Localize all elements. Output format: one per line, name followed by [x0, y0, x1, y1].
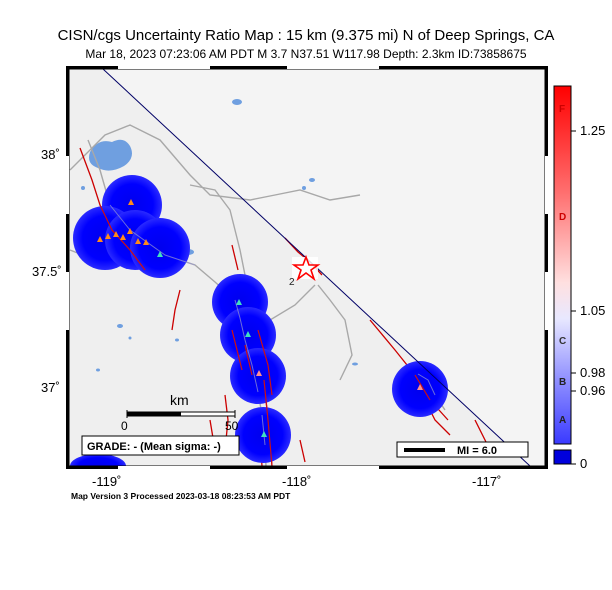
processing-info: Map Version 3 Processed 2023-03-18 08:23… — [71, 491, 291, 501]
colorbar-value: 1.05 — [580, 303, 606, 318]
colorbar-value: 0.98 — [580, 365, 606, 380]
uncertainty-blob — [70, 454, 126, 466]
map-frame — [66, 66, 548, 469]
lon-label: -118˚ — [282, 474, 312, 489]
station-triangle — [97, 236, 103, 242]
colorbar-value: 1.25 — [580, 123, 606, 138]
scale-unit: km — [170, 392, 189, 408]
scale-bar: km 0 50 — [121, 392, 239, 433]
station-triangle — [113, 231, 119, 237]
lat-label: 37˚ — [41, 380, 60, 395]
station-triangle — [128, 199, 134, 205]
station-triangle — [127, 228, 133, 234]
map-title: CISN/cgs Uncertainty Ratio Map : 15 km (… — [57, 27, 555, 44]
grade-letter-a: A — [559, 415, 567, 426]
epicenter-star — [291, 254, 321, 282]
lon-label: -117˚ — [472, 474, 502, 489]
colorbar-gradient — [553, 85, 572, 445]
colorbar-zero-swatch — [553, 449, 572, 465]
mi-legend-text: MI = 6.0 — [457, 445, 497, 457]
scale-tick-0: 0 — [121, 419, 128, 433]
colorbar-value: 0.96 — [580, 383, 606, 398]
station-triangle — [236, 299, 242, 305]
grade-letter-f: F — [559, 104, 566, 115]
grade-box: GRADE: - (Mean sigma: -) — [81, 435, 240, 456]
grade-letter-c: C — [559, 336, 567, 347]
lat-label: 37.5˚ — [32, 264, 62, 279]
grade-letter-d: D — [559, 212, 567, 223]
station-triangle — [417, 384, 423, 390]
grade-letter-b: B — [559, 377, 567, 388]
lon-label: -119˚ — [92, 474, 122, 489]
uncertainty-blob — [130, 218, 190, 278]
station-triangle — [256, 370, 262, 376]
station-triangle — [261, 431, 267, 437]
station-triangle — [143, 239, 149, 245]
station-triangle — [157, 251, 163, 257]
station-triangle — [105, 233, 111, 239]
scale-tick-50: 50 — [225, 419, 239, 433]
lat-label: 38˚ — [41, 147, 60, 162]
epicenter-label: 2 — [289, 277, 295, 288]
station-triangle — [245, 331, 251, 337]
stations — [97, 199, 423, 437]
station-triangle — [135, 238, 141, 244]
colorbar — [553, 85, 576, 465]
event-info: Mar 18, 2023 07:23:06 AM PDT M 3.7 N37.5… — [85, 47, 527, 61]
uncertainty-blobs — [70, 175, 448, 466]
station-triangle — [120, 234, 126, 240]
mi-legend: MI = 6.0 — [396, 441, 529, 458]
colorbar-value: 0 — [580, 456, 588, 471]
grade-text: GRADE: - (Mean sigma: -) — [87, 441, 221, 453]
